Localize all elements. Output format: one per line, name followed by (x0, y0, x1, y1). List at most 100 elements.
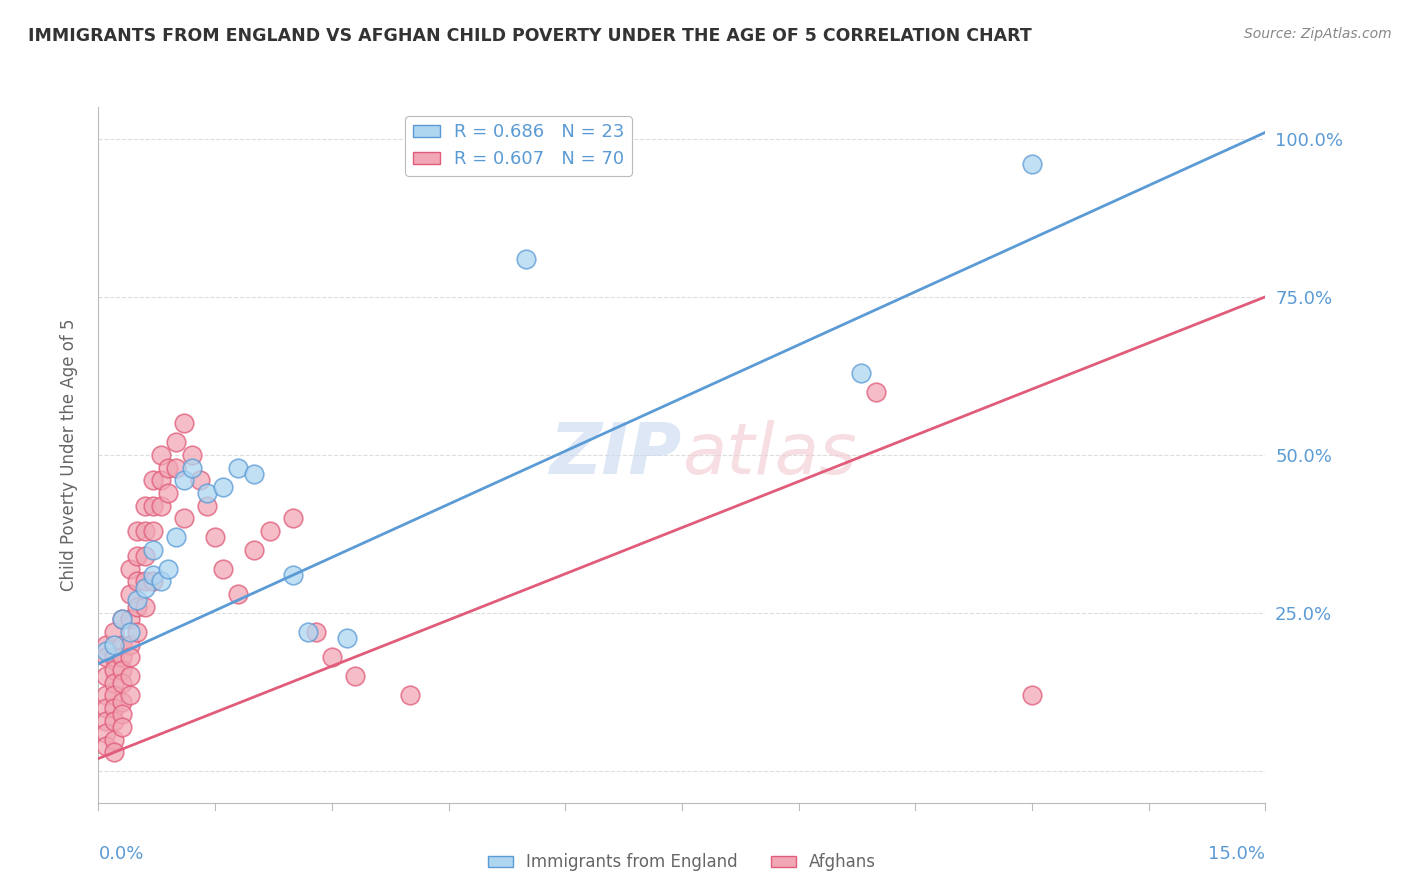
Point (297, 625, 319, 640)
Point (118, 688, 141, 702)
Point (103, 625, 125, 640)
Text: Source: ZipAtlas.com: Source: ZipAtlas.com (1244, 27, 1392, 41)
Text: 0.0%: 0.0% (98, 845, 143, 863)
Point (118, 562, 141, 576)
Point (344, 669, 367, 683)
Point (103, 675, 125, 690)
Point (195, 486, 218, 500)
Point (118, 587, 141, 601)
Point (96, 669, 118, 683)
Point (173, 511, 195, 525)
Point (111, 638, 134, 652)
Point (127, 625, 149, 640)
Point (111, 612, 134, 626)
Point (212, 562, 235, 576)
Point (259, 524, 281, 538)
Point (305, 625, 328, 640)
Point (103, 745, 125, 759)
Point (134, 549, 156, 563)
Point (142, 542, 165, 557)
Point (281, 568, 304, 582)
Point (103, 638, 125, 652)
Point (142, 499, 165, 513)
Point (157, 460, 180, 475)
Point (103, 732, 125, 747)
Point (228, 587, 250, 601)
Point (118, 650, 141, 665)
Point (118, 625, 141, 640)
Text: atlas: atlas (682, 420, 856, 490)
Point (111, 695, 134, 709)
Point (515, 252, 537, 266)
Point (157, 486, 180, 500)
Point (165, 530, 187, 544)
Point (111, 720, 134, 734)
Point (96, 739, 118, 753)
Point (96, 650, 118, 665)
Point (118, 669, 141, 683)
Point (180, 460, 202, 475)
Legend: Immigrants from England, Afghans: Immigrants from England, Afghans (481, 847, 883, 878)
Point (849, 366, 872, 380)
Point (118, 638, 141, 652)
Point (180, 448, 202, 462)
Point (243, 467, 266, 481)
Point (149, 499, 172, 513)
Text: 15.0%: 15.0% (1208, 845, 1265, 863)
Text: ZIP: ZIP (550, 420, 682, 490)
Point (127, 599, 149, 614)
Point (281, 511, 304, 525)
Point (134, 524, 156, 538)
Point (336, 632, 359, 646)
Point (127, 549, 149, 563)
Point (173, 473, 195, 487)
Point (118, 612, 141, 626)
Point (103, 663, 125, 677)
Point (165, 435, 187, 450)
Point (111, 663, 134, 677)
Point (188, 473, 211, 487)
Point (243, 542, 266, 557)
Point (111, 612, 134, 626)
Point (96, 638, 118, 652)
Point (228, 460, 250, 475)
Point (149, 448, 172, 462)
Point (142, 524, 165, 538)
Point (321, 650, 343, 665)
Point (103, 714, 125, 728)
Point (157, 562, 180, 576)
Point (127, 524, 149, 538)
Point (212, 479, 235, 493)
Point (96, 701, 118, 715)
Point (134, 581, 156, 595)
Point (96, 644, 118, 658)
Point (127, 574, 149, 589)
Point (142, 574, 165, 589)
Point (398, 688, 420, 702)
Point (134, 574, 156, 589)
Point (142, 568, 165, 582)
Text: IMMIGRANTS FROM ENGLAND VS AFGHAN CHILD POVERTY UNDER THE AGE OF 5 CORRELATION C: IMMIGRANTS FROM ENGLAND VS AFGHAN CHILD … (28, 27, 1032, 45)
Point (103, 701, 125, 715)
Point (111, 650, 134, 665)
Point (111, 675, 134, 690)
Point (1021, 157, 1043, 171)
Point (127, 593, 149, 607)
Point (204, 530, 226, 544)
Point (103, 650, 125, 665)
Point (165, 460, 187, 475)
Point (111, 707, 134, 722)
Point (195, 499, 218, 513)
Point (134, 499, 156, 513)
Point (134, 599, 156, 614)
Y-axis label: Child Poverty Under the Age of 5: Child Poverty Under the Age of 5 (59, 318, 77, 591)
Point (149, 574, 172, 589)
Point (103, 688, 125, 702)
Point (96, 688, 118, 702)
Point (149, 473, 172, 487)
Point (1021, 688, 1043, 702)
Point (865, 384, 887, 399)
Point (96, 714, 118, 728)
Point (173, 417, 195, 431)
Point (96, 726, 118, 740)
